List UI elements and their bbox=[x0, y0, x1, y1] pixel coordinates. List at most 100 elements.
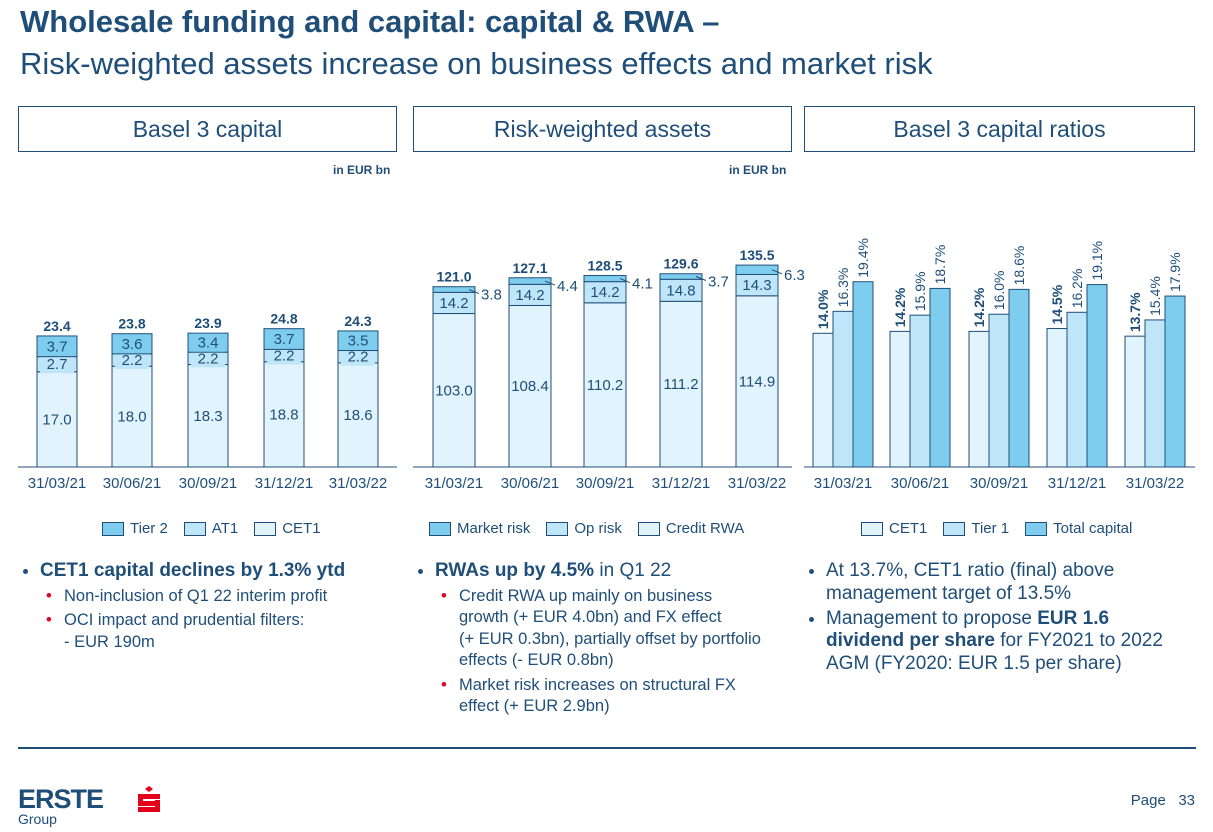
legend-item-cet1: CET1 bbox=[254, 520, 321, 537]
x-tick-label: 31/03/22 bbox=[728, 475, 786, 492]
bar-value-label: 13.7% bbox=[1127, 292, 1143, 332]
label-leader-line bbox=[771, 269, 783, 275]
rwa-legend: Market risk Op risk Credit RWA bbox=[429, 520, 744, 537]
bar-ratio bbox=[929, 287, 951, 468]
x-tick-label: 31/12/21 bbox=[255, 475, 313, 492]
bullet-text: management target of 13.5% bbox=[826, 582, 1072, 604]
bar-ratio bbox=[812, 332, 834, 468]
rwa-unit-label: in EUR bn bbox=[729, 163, 787, 177]
bar-value-label: 19.4% bbox=[855, 238, 871, 278]
x-tick-label: 30/09/21 bbox=[576, 475, 634, 492]
erste-logo: ERSTE Group bbox=[18, 784, 160, 827]
bullet-main: CET1 capital declines by 1.3% ytd Non-in… bbox=[40, 560, 400, 653]
x-tick-label: 31/03/21 bbox=[425, 475, 483, 492]
legend-item-market-risk: Market risk bbox=[429, 520, 530, 537]
label-background bbox=[191, 406, 225, 425]
bar-value-label: 18.3 bbox=[193, 408, 222, 425]
legend-item-ratio-total: Total capital bbox=[1025, 520, 1132, 537]
capital-bullets: CET1 capital declines by 1.3% ytd Non-in… bbox=[20, 560, 400, 655]
rwa-bullets: RWAs up by 4.5% in Q1 22 Credit RWA up m… bbox=[415, 560, 805, 719]
bullet-text: in Q1 22 bbox=[594, 560, 672, 581]
label-leader-line bbox=[619, 278, 631, 284]
legend-item-ratio-cet1: CET1 bbox=[861, 520, 927, 537]
bar-ratio bbox=[1086, 284, 1108, 468]
bar-total-label: 127.1 bbox=[512, 260, 547, 276]
bullet-text: effects (- EUR 0.8bn) bbox=[459, 651, 614, 670]
bar-value-label: 3.5 bbox=[348, 333, 369, 350]
legend-swatch bbox=[102, 521, 124, 536]
bar-total-label: 24.3 bbox=[344, 313, 371, 329]
bar-ratio bbox=[889, 330, 911, 468]
legend-label: Total capital bbox=[1053, 520, 1133, 537]
bullet-text: Management to propose bbox=[826, 607, 1038, 629]
bar-total-label: 24.8 bbox=[270, 311, 297, 327]
bar-value-label: 3.7 bbox=[708, 274, 729, 291]
capital-unit-label: in EUR bn bbox=[333, 163, 391, 177]
page-label: Page bbox=[1130, 792, 1166, 809]
bar-total-label: 23.4 bbox=[43, 318, 70, 334]
bullet-text: At 13.7%, CET1 ratio (final) above bbox=[826, 560, 1115, 581]
label-background bbox=[341, 331, 375, 350]
bar-value-label: 14.0% bbox=[815, 289, 831, 329]
logo-subtext: Group bbox=[18, 811, 57, 827]
legend-swatch bbox=[546, 521, 569, 536]
bar-total-label: 135.5 bbox=[739, 247, 774, 263]
charts-svg: 17.02.73.723.431/03/2118.02.23.623.830/0… bbox=[18, 238, 1195, 492]
bar-value-label: 14.2 bbox=[439, 295, 468, 312]
legend-item-tier2: Tier 2 bbox=[102, 520, 168, 537]
bar-value-label: 2.2 bbox=[274, 348, 295, 365]
label-leader-line bbox=[544, 280, 556, 286]
bar-value-label: 6.3 bbox=[784, 267, 805, 284]
bar-ratio bbox=[1144, 319, 1166, 468]
bar-value-label: 17.9% bbox=[1167, 252, 1183, 292]
legend-swatch bbox=[183, 521, 206, 536]
label-background bbox=[115, 334, 149, 353]
label-background bbox=[740, 372, 774, 391]
legend-swatch bbox=[943, 521, 966, 536]
legend-label: CET1 bbox=[889, 520, 928, 537]
label-background bbox=[341, 347, 375, 366]
label-background bbox=[437, 381, 471, 400]
legend-swatch bbox=[254, 521, 277, 536]
bar-value-label: 108.4 bbox=[511, 378, 549, 395]
x-tick-label: 30/06/21 bbox=[891, 475, 949, 492]
bar-ratio bbox=[1124, 335, 1146, 468]
page-number: Page 33 bbox=[1131, 792, 1195, 809]
x-tick-label: 31/12/21 bbox=[652, 475, 710, 492]
label-background bbox=[115, 407, 149, 426]
label-background bbox=[191, 333, 225, 352]
bar-value-label: 3.6 bbox=[122, 336, 143, 353]
bar-ratio bbox=[852, 281, 874, 468]
label-background bbox=[588, 375, 622, 394]
bar-value-label: 3.8 bbox=[481, 287, 502, 304]
bullet-sub: Market risk increases on structural FX ef… bbox=[441, 675, 805, 718]
bar-value-label: 16.2% bbox=[1069, 269, 1085, 309]
bar-value-label: 14.2 bbox=[515, 287, 544, 304]
bar-value-label: 111.2 bbox=[663, 376, 698, 393]
legend-item-op-risk: Op risk bbox=[546, 520, 622, 537]
x-tick-label: 30/09/21 bbox=[970, 475, 1028, 492]
bar-value-label: 14.8 bbox=[666, 282, 695, 299]
bar-value-label: 3.7 bbox=[274, 331, 295, 348]
bar-value-label: 103.0 bbox=[435, 382, 473, 399]
bar-segment bbox=[508, 277, 552, 285]
bar-ratio bbox=[988, 313, 1010, 468]
x-tick-label: 31/03/21 bbox=[814, 475, 872, 492]
bar-ratio bbox=[1066, 311, 1088, 468]
label-background bbox=[513, 377, 547, 396]
label-background bbox=[664, 281, 698, 300]
bullet-text: (+ EUR 0.3bn), partially offset by portf… bbox=[459, 629, 761, 648]
legend-item-ratio-tier1: Tier 1 bbox=[943, 520, 1009, 537]
bar-value-label: 3.7 bbox=[47, 338, 68, 355]
legend-swatch bbox=[861, 521, 883, 536]
bar-value-label: 14.2 bbox=[590, 284, 619, 301]
label-background bbox=[588, 283, 622, 302]
legend-swatch bbox=[637, 521, 660, 536]
bar-value-label: 18.0 bbox=[117, 409, 146, 426]
bar-value-label: 2.2 bbox=[348, 349, 369, 366]
page-number-value: 33 bbox=[1178, 792, 1195, 809]
bar-value-label: 14.2% bbox=[892, 287, 908, 327]
bar-value-label: 110.2 bbox=[587, 377, 623, 394]
x-tick-label: 31/03/22 bbox=[329, 475, 387, 492]
label-background bbox=[40, 410, 74, 429]
